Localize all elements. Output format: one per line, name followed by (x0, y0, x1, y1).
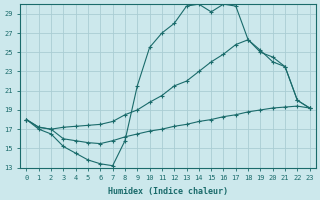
X-axis label: Humidex (Indice chaleur): Humidex (Indice chaleur) (108, 187, 228, 196)
